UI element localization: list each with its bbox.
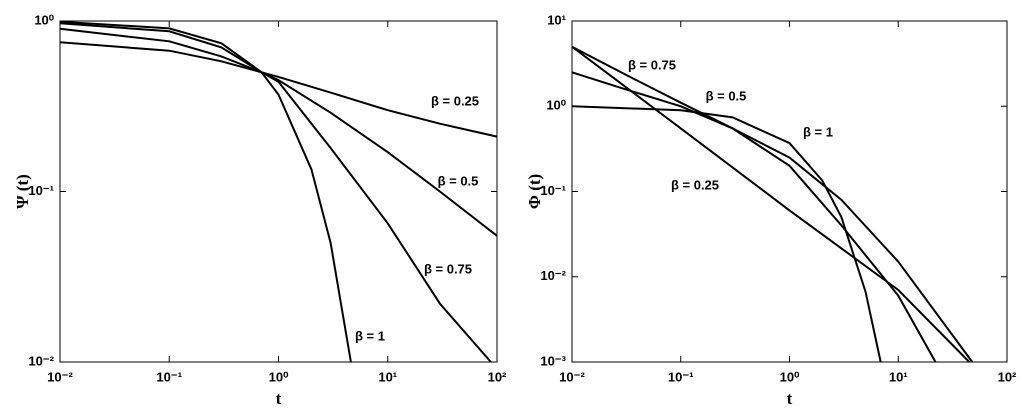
y-tick-label: 10⁰ bbox=[546, 98, 566, 113]
y-tick-label: 10⁻² bbox=[540, 268, 566, 283]
y-tick-label: 10⁻² bbox=[28, 353, 54, 368]
y-tick-label: 10⁻³ bbox=[540, 353, 566, 368]
x-axis-label: t bbox=[787, 389, 793, 408]
curve bbox=[571, 71, 974, 363]
x-tick-label: 10⁻² bbox=[47, 369, 73, 384]
curve bbox=[59, 20, 352, 363]
x-tick-label: 10⁰ bbox=[780, 369, 800, 384]
x-tick-label: 10¹ bbox=[378, 369, 397, 384]
curve bbox=[59, 41, 498, 138]
curve-label: β = 1 bbox=[355, 328, 385, 343]
y-axis-label: Ψ (t) bbox=[13, 174, 32, 209]
curve-label: β = 0.75 bbox=[424, 261, 472, 276]
curve-label: β = 0.5 bbox=[438, 173, 479, 188]
curve-label: β = 0.75 bbox=[628, 57, 676, 72]
x-tick-label: 10⁻¹ bbox=[668, 369, 694, 384]
x-axis-label: t bbox=[276, 389, 282, 408]
curve bbox=[59, 27, 498, 237]
y-axis-label: Φ (t) bbox=[525, 174, 544, 209]
curve bbox=[571, 45, 937, 363]
curve bbox=[571, 45, 971, 363]
x-tick-label: 10⁻² bbox=[559, 369, 585, 384]
curve bbox=[59, 22, 492, 363]
x-tick-label: 10² bbox=[998, 369, 1017, 384]
y-tick-label: 10⁰ bbox=[34, 12, 54, 27]
curve bbox=[571, 105, 882, 363]
x-tick-label: 10⁰ bbox=[269, 369, 289, 384]
y-tick-label: 10⁻¹ bbox=[540, 183, 566, 198]
y-tick-label: 10¹ bbox=[547, 12, 566, 27]
plot-frame bbox=[59, 20, 498, 363]
curve-label: β = 0.25 bbox=[671, 177, 719, 192]
x-tick-label: 10¹ bbox=[889, 369, 908, 384]
curve-label: β = 1 bbox=[803, 124, 833, 139]
curve-label: β = 0.5 bbox=[706, 88, 747, 103]
x-tick-label: 10⁻¹ bbox=[156, 369, 182, 384]
x-tick-label: 10² bbox=[488, 369, 507, 384]
curve-label: β = 0.25 bbox=[431, 93, 479, 108]
y-tick-label: 10⁻¹ bbox=[28, 183, 54, 198]
